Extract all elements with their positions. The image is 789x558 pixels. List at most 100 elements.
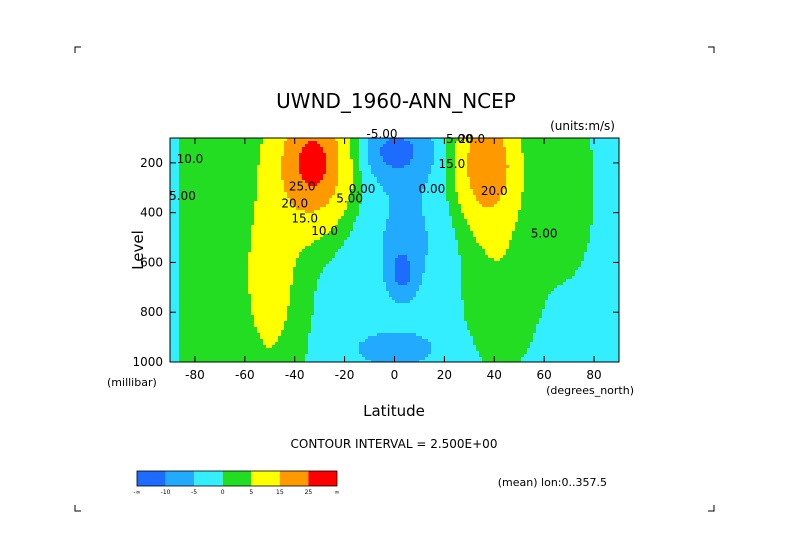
contour-cell <box>296 210 300 214</box>
contour-cell <box>287 207 291 211</box>
contour-cell <box>269 156 273 160</box>
contour-cell <box>230 198 234 202</box>
contour-cell <box>308 165 312 169</box>
contour-cell <box>467 210 471 214</box>
contour-cell <box>257 138 261 142</box>
contour-cell <box>500 204 504 208</box>
contour-cell <box>365 213 369 217</box>
contour-cell <box>416 174 420 178</box>
contour-cell <box>170 156 174 160</box>
contour-cell <box>479 216 483 220</box>
contour-cell <box>392 231 396 235</box>
contour-cell <box>368 210 372 214</box>
contour-cell <box>233 189 237 193</box>
contour-cell <box>599 144 603 148</box>
contour-cell <box>587 150 591 154</box>
contour-cell <box>359 156 363 160</box>
contour-cell <box>230 219 234 223</box>
contour-cell <box>341 225 345 229</box>
contour-cell <box>191 204 195 208</box>
contour-cell <box>491 150 495 154</box>
contour-cell <box>392 195 396 199</box>
contour-cell <box>308 168 312 172</box>
contour-cell <box>515 150 519 154</box>
contour-cell <box>194 162 198 166</box>
contour-cell <box>593 168 597 172</box>
contour-cell <box>404 162 408 166</box>
contour-cell <box>347 177 351 181</box>
contour-cell <box>410 189 414 193</box>
contour-cell <box>338 177 342 181</box>
contour-cell <box>224 195 228 199</box>
contour-cell <box>401 183 405 187</box>
contour-cell <box>488 192 492 196</box>
contour-cell <box>515 213 519 217</box>
contour-cell <box>611 210 615 214</box>
contour-cell <box>428 174 432 178</box>
contour-cell <box>182 171 186 175</box>
contour-cell <box>530 138 534 142</box>
contour-cell <box>524 186 528 190</box>
contour-cell <box>380 180 384 184</box>
contour-cell <box>563 174 567 178</box>
contour-cell <box>332 225 336 229</box>
contour-cell <box>230 207 234 211</box>
contour-cell <box>185 228 189 232</box>
contour-cell <box>404 207 408 211</box>
contour-cell <box>176 216 180 220</box>
contour-cell <box>602 231 606 235</box>
contour-cell <box>584 180 588 184</box>
contour-cell <box>266 219 270 223</box>
contour-cell <box>188 225 192 229</box>
contour-cell <box>428 177 432 181</box>
contour-cell <box>176 150 180 154</box>
contour-cell <box>377 228 381 232</box>
contour-cell <box>239 144 243 148</box>
contour-cell <box>608 159 612 163</box>
contour-cell <box>302 213 306 217</box>
contour-cell <box>416 195 420 199</box>
contour-cell <box>581 213 585 217</box>
contour-cell <box>353 204 357 208</box>
contour-cell <box>344 207 348 211</box>
contour-cell <box>392 225 396 229</box>
contour-cell <box>212 171 216 175</box>
contour-cell <box>560 153 564 157</box>
contour-cell <box>515 216 519 220</box>
contour-cell <box>281 219 285 223</box>
contour-cell <box>311 171 315 175</box>
contour-cell <box>455 180 459 184</box>
contour-cell <box>482 174 486 178</box>
contour-cell <box>404 204 408 208</box>
contour-cell <box>332 204 336 208</box>
contour-cell <box>347 168 351 172</box>
contour-cell <box>608 162 612 166</box>
contour-cell <box>530 231 534 235</box>
contour-cell <box>299 216 303 220</box>
contour-cell <box>560 198 564 202</box>
contour-cell <box>599 165 603 169</box>
contour-cell <box>605 210 609 214</box>
contour-cell <box>317 141 321 145</box>
contour-cell <box>560 150 564 154</box>
contour-cell <box>515 231 519 235</box>
contour-cell <box>377 231 381 235</box>
contour-cell <box>575 204 579 208</box>
contour-cell <box>272 225 276 229</box>
contour-cell <box>608 216 612 220</box>
contour-cell <box>401 141 405 145</box>
contour-cell <box>590 234 594 238</box>
contour-cell <box>605 177 609 181</box>
contour-cell <box>614 159 618 163</box>
contour-cell <box>254 180 258 184</box>
contour-cell <box>491 204 495 208</box>
contour-cell <box>533 201 537 205</box>
contour-cell <box>527 219 531 223</box>
contour-cell <box>170 192 174 196</box>
contour-cell <box>233 222 237 226</box>
contour-cell <box>236 165 240 169</box>
contour-cell <box>359 180 363 184</box>
contour-cell <box>335 174 339 178</box>
contour-cell <box>371 171 375 175</box>
contour-cell <box>605 174 609 178</box>
